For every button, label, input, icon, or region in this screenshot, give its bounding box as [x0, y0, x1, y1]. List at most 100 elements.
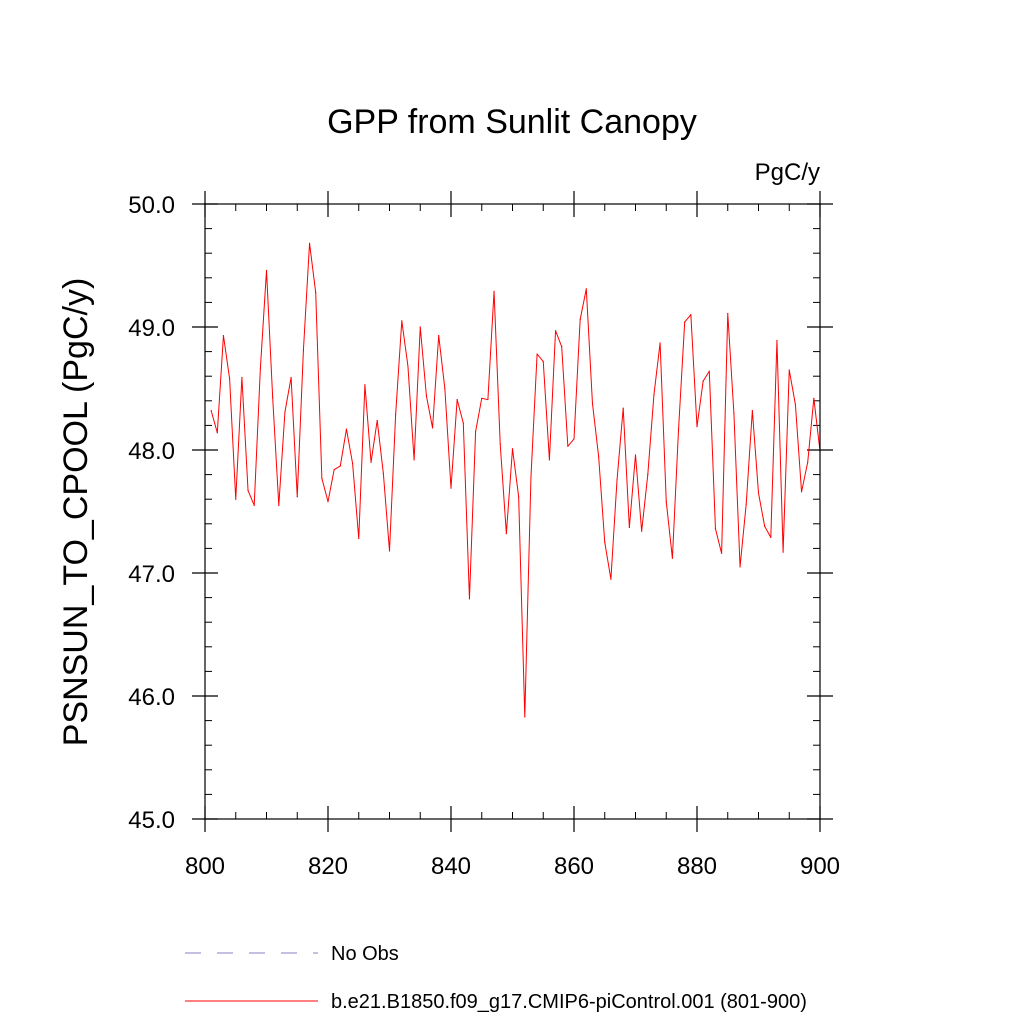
- data-point: [714, 528, 717, 530]
- data-point: [444, 387, 446, 390]
- x-tick-label: 840: [431, 853, 471, 880]
- y-tick-label: 46.0: [128, 684, 175, 711]
- data-point: [290, 376, 292, 379]
- data-point: [265, 269, 268, 272]
- data-point: [530, 476, 532, 478]
- x-tick-label: 800: [185, 853, 225, 880]
- data-point: [690, 314, 692, 316]
- data-point: [296, 496, 298, 498]
- data-point: [222, 335, 225, 337]
- minor-ticks: [205, 204, 820, 819]
- data-point: [407, 365, 409, 367]
- data-point: [684, 321, 686, 323]
- data-point: [376, 419, 378, 422]
- y-axis-label: PSNSUN_TO_CPOOL (PgC/y): [57, 278, 95, 747]
- data-point: [653, 394, 655, 396]
- data-point: [419, 326, 421, 328]
- units-label: PgC/y: [755, 159, 820, 186]
- data-point: [235, 498, 237, 500]
- data-point: [696, 426, 698, 428]
- data-point: [315, 291, 317, 294]
- data-points: [210, 242, 821, 718]
- data-point: [505, 533, 507, 535]
- data-point: [358, 537, 360, 540]
- data-point: [321, 477, 323, 479]
- data-point: [395, 413, 397, 415]
- data-point: [487, 398, 489, 401]
- data-point: [333, 469, 335, 471]
- data-point: [284, 411, 286, 413]
- data-point: [579, 319, 581, 321]
- y-tick-labels: 45.0 46.0 47.0 48.0 49.0 50.0: [128, 192, 175, 834]
- data-point: [345, 428, 348, 430]
- data-point: [554, 330, 557, 332]
- data-point: [610, 578, 612, 580]
- data-point: [524, 716, 526, 718]
- y-tick-label: 49.0: [128, 315, 175, 342]
- data-point: [339, 465, 341, 467]
- data-point: [450, 487, 452, 489]
- data-point: [302, 349, 304, 351]
- data-point: [247, 489, 249, 492]
- data-point: [493, 290, 495, 292]
- data-point: [352, 462, 354, 465]
- data-point: [542, 360, 544, 363]
- data-point: [536, 353, 538, 355]
- data-point: [671, 557, 674, 559]
- data-point: [548, 459, 551, 461]
- data-point: [413, 459, 415, 461]
- x-tick-labels: 800 820 840 860 880 900: [185, 853, 840, 880]
- legend: No Obs b.e21.B1850.f09_g17.CMIP6-piContr…: [185, 943, 807, 1013]
- data-point: [665, 501, 667, 503]
- data-point: [727, 312, 729, 315]
- data-point: [708, 370, 710, 372]
- data-point: [278, 504, 280, 506]
- y-tick-label: 50.0: [128, 192, 175, 219]
- chart-title: GPP from Sunlit Canopy: [327, 103, 697, 141]
- data-point: [770, 536, 772, 538]
- series-line: [210, 242, 821, 718]
- data-point: [308, 242, 311, 244]
- data-point: [702, 380, 704, 382]
- data-point: [794, 403, 797, 406]
- data-point: [425, 395, 427, 397]
- data-point: [616, 478, 618, 481]
- legend-label-model: b.e21.B1850.f09_g17.CMIP6-piControl.001 …: [331, 991, 807, 1013]
- data-point: [475, 430, 477, 433]
- data-point: [259, 368, 261, 370]
- data-point: [481, 397, 483, 399]
- data-point: [272, 396, 274, 398]
- data-point: [364, 384, 366, 386]
- data-point: [499, 443, 501, 445]
- data-point: [438, 335, 440, 337]
- data-point: [641, 530, 643, 532]
- data-point: [677, 428, 680, 430]
- data-point: [370, 461, 372, 463]
- data-point: [604, 541, 606, 543]
- data-point: [659, 342, 661, 344]
- data-point: [634, 454, 637, 456]
- x-tick-label: 900: [800, 853, 840, 880]
- y-tick-label: 47.0: [128, 561, 175, 588]
- data-point: [388, 550, 391, 552]
- data-point: [813, 397, 815, 399]
- data-point: [591, 402, 594, 404]
- legend-label-no-obs: No Obs: [331, 943, 399, 965]
- data-point: [628, 526, 630, 529]
- data-point: [216, 432, 218, 434]
- data-point: [456, 398, 458, 401]
- x-tick-label: 820: [308, 853, 348, 880]
- data-point: [647, 474, 649, 476]
- data-point: [745, 503, 747, 505]
- major-ticks: [192, 191, 833, 832]
- data-point: [382, 472, 384, 474]
- data-point: [807, 461, 809, 463]
- data-point: [229, 378, 231, 380]
- data-point: [788, 369, 790, 371]
- data-point: [401, 320, 403, 322]
- data-point: [431, 427, 434, 429]
- data-point: [511, 448, 514, 450]
- data-point: [327, 501, 329, 503]
- data-point: [567, 445, 569, 447]
